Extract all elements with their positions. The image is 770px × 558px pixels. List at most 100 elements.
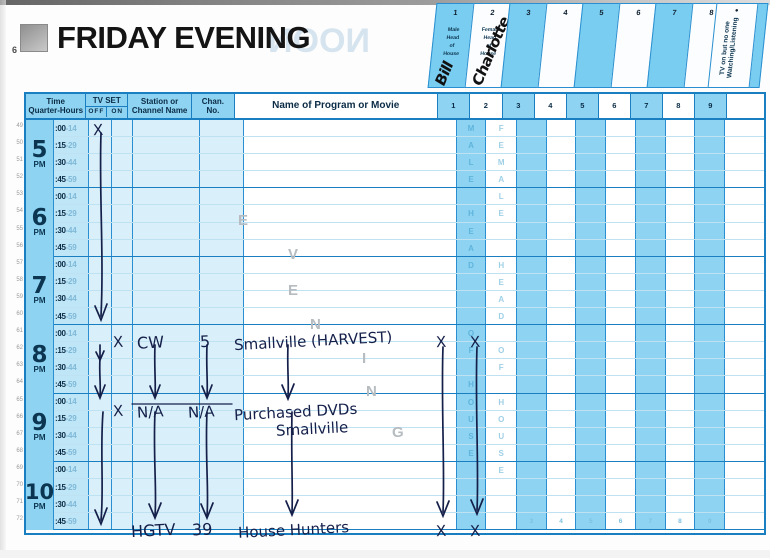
person-cell-7[interactable]: [635, 308, 666, 325]
person-cell-5[interactable]: [576, 239, 607, 256]
tv-on-no-one-cell[interactable]: [725, 137, 764, 154]
person-cell-9[interactable]: [695, 325, 726, 342]
person-cell-6[interactable]: [606, 222, 636, 239]
tv-on-no-one-cell[interactable]: [725, 171, 764, 188]
tv-on-no-one-cell[interactable]: [725, 410, 764, 427]
person-cell-4[interactable]: [546, 256, 577, 273]
person-cell-8[interactable]: [665, 478, 696, 496]
program-cell[interactable]: [244, 205, 457, 222]
tvset-off-cell[interactable]: [89, 188, 112, 205]
person-cell-1[interactable]: H: [456, 205, 487, 222]
chan-cell[interactable]: [199, 513, 245, 530]
person-cell-5[interactable]: [576, 496, 607, 513]
person-cell-4[interactable]: [546, 393, 577, 410]
person-cell-1[interactable]: E: [456, 444, 487, 461]
person-cell-6[interactable]: [606, 308, 636, 325]
tvset-off-cell[interactable]: [89, 410, 112, 427]
tvset-on-cell[interactable]: [111, 120, 134, 137]
station-cell[interactable]: [133, 205, 200, 222]
person-cell-7[interactable]: [635, 342, 666, 359]
person-cell-5[interactable]: [576, 290, 607, 308]
chan-cell[interactable]: [199, 273, 245, 290]
tvset-off-cell[interactable]: [89, 308, 112, 325]
person-cell-7[interactable]: 7: [635, 513, 666, 530]
person-cell-1[interactable]: O: [456, 393, 487, 410]
person-cell-8[interactable]: [665, 205, 696, 222]
program-cell[interactable]: [244, 342, 457, 359]
program-cell[interactable]: [244, 376, 457, 393]
person-cell-1[interactable]: E: [456, 171, 487, 188]
person-cell-8[interactable]: [665, 222, 696, 239]
person-cell-1[interactable]: E: [456, 222, 487, 239]
person-cell-1[interactable]: [456, 359, 487, 376]
station-cell[interactable]: [133, 308, 200, 325]
person-cell-2[interactable]: D: [486, 308, 518, 325]
person-cell-9[interactable]: [695, 376, 726, 393]
tvset-on-cell[interactable]: [111, 461, 134, 478]
chan-cell[interactable]: [199, 171, 245, 188]
tvset-on-cell[interactable]: [111, 478, 134, 496]
person-cell-9[interactable]: [695, 120, 726, 137]
tvset-off-cell[interactable]: [89, 222, 112, 239]
chan-cell[interactable]: [199, 290, 245, 308]
person-cell-8[interactable]: [665, 273, 696, 290]
program-cell[interactable]: [244, 359, 457, 376]
person-cell-4[interactable]: [546, 427, 577, 444]
chan-cell[interactable]: [199, 376, 245, 393]
person-cell-1[interactable]: A: [456, 137, 487, 154]
tvset-on-cell[interactable]: [111, 188, 134, 205]
station-cell[interactable]: [133, 325, 200, 342]
chan-cell[interactable]: [199, 308, 245, 325]
tvset-on-cell[interactable]: [111, 290, 134, 308]
person-cell-1[interactable]: D: [456, 256, 487, 273]
chan-cell[interactable]: [199, 410, 245, 427]
tvset-off-cell[interactable]: [89, 205, 112, 222]
tvset-off-cell[interactable]: [89, 137, 112, 154]
program-cell[interactable]: [244, 256, 457, 273]
tv-on-no-one-cell[interactable]: [725, 496, 764, 513]
person-cell-8[interactable]: [665, 342, 696, 359]
person-cell-5[interactable]: [576, 273, 607, 290]
person-cell-6[interactable]: [606, 256, 636, 273]
chan-cell[interactable]: [199, 496, 245, 513]
tvset-on-cell[interactable]: [111, 205, 134, 222]
person-cell-8[interactable]: 8: [665, 513, 696, 530]
person-cell-4[interactable]: [546, 120, 577, 137]
tv-on-no-one-cell[interactable]: [725, 342, 764, 359]
person-cell-7[interactable]: [635, 205, 666, 222]
tvset-off-cell[interactable]: [89, 120, 112, 137]
person-cell-3[interactable]: [517, 222, 547, 239]
chan-cell[interactable]: [199, 188, 245, 205]
person-cell-5[interactable]: [576, 120, 607, 137]
person-cell-4[interactable]: [546, 342, 577, 359]
program-cell[interactable]: [244, 410, 457, 427]
person-cell-2[interactable]: M: [486, 154, 518, 171]
person-cell-1[interactable]: [456, 188, 487, 205]
station-cell[interactable]: [133, 478, 200, 496]
tvset-on-cell[interactable]: [111, 308, 134, 325]
person-cell-6[interactable]: [606, 376, 636, 393]
person-cell-6[interactable]: [606, 410, 636, 427]
person-cell-4[interactable]: [546, 359, 577, 376]
station-cell[interactable]: [133, 256, 200, 273]
person-cell-2[interactable]: U: [486, 427, 518, 444]
tvset-on-cell[interactable]: [111, 222, 134, 239]
person-cell-2[interactable]: E: [486, 273, 518, 290]
person-cell-7[interactable]: [635, 427, 666, 444]
program-cell[interactable]: [244, 154, 457, 171]
chan-cell[interactable]: [199, 137, 245, 154]
person-cell-1[interactable]: U: [456, 410, 487, 427]
person-cell-3[interactable]: [517, 496, 547, 513]
person-cell-2[interactable]: A: [486, 290, 518, 308]
person-cell-8[interactable]: [665, 444, 696, 461]
station-cell[interactable]: [133, 290, 200, 308]
person-cell-7[interactable]: [635, 478, 666, 496]
person-cell-9[interactable]: 9: [695, 513, 726, 530]
station-cell[interactable]: [133, 376, 200, 393]
chan-cell[interactable]: [199, 359, 245, 376]
program-cell[interactable]: [244, 239, 457, 256]
person-cell-1[interactable]: O: [456, 325, 487, 342]
tvset-on-cell[interactable]: [111, 393, 134, 410]
person-cell-3[interactable]: [517, 410, 547, 427]
person-cell-5[interactable]: [576, 427, 607, 444]
